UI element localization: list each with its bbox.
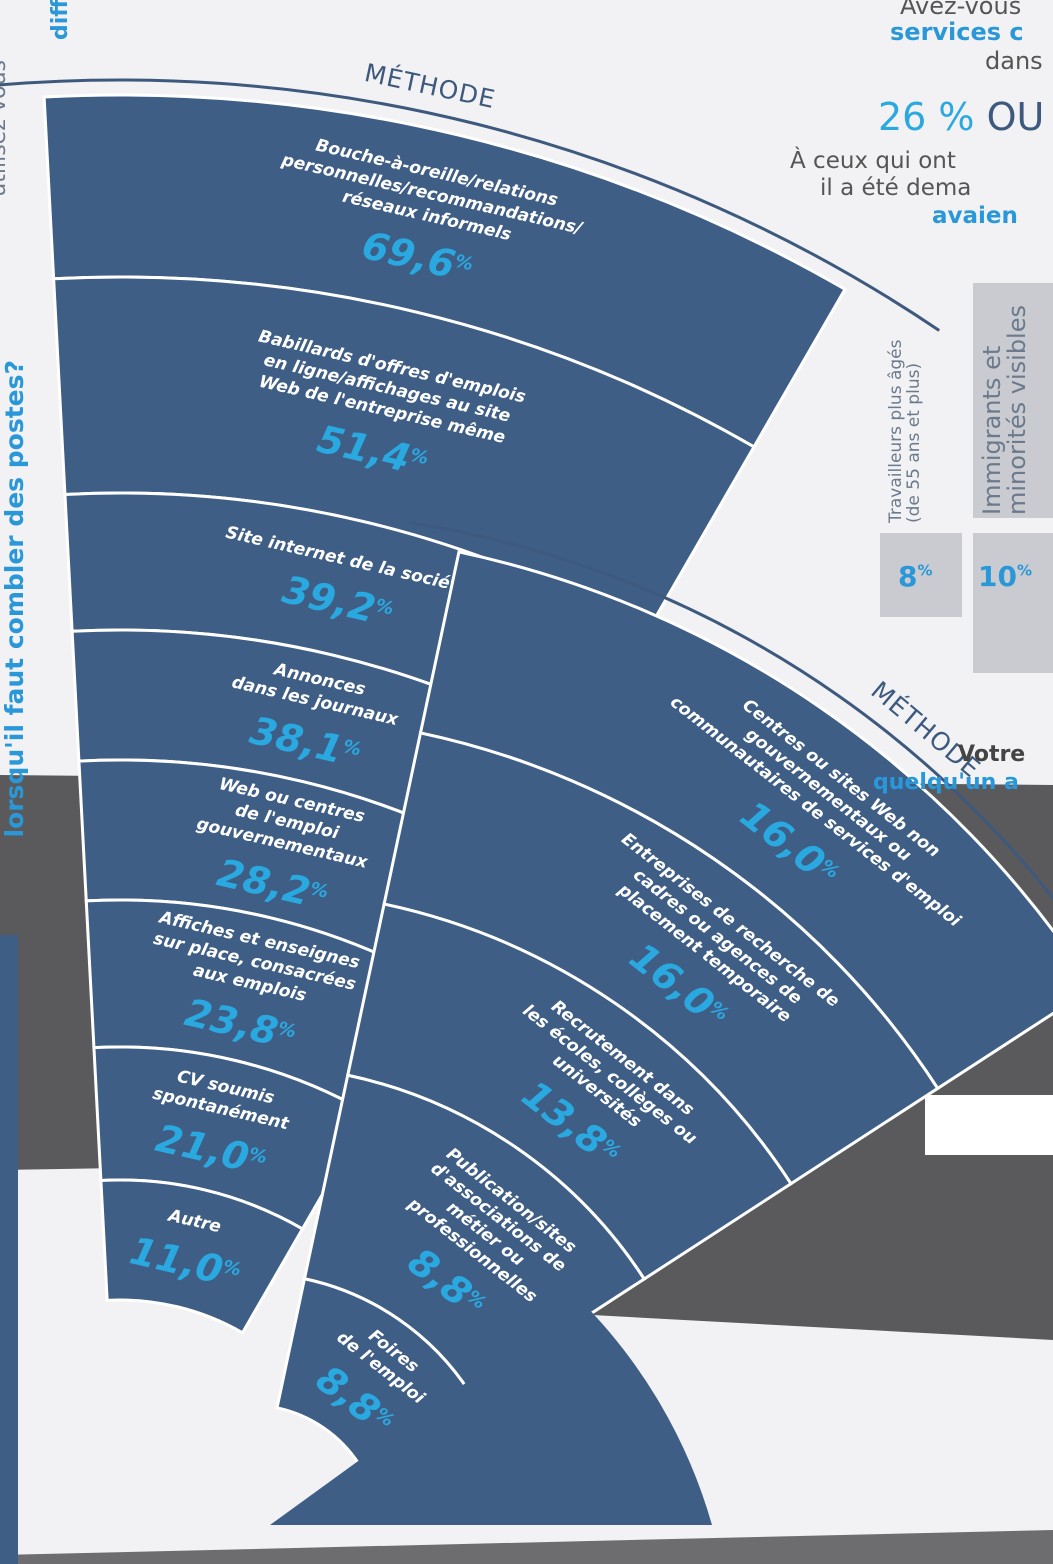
answer-percent: 26 % OU [878, 95, 1044, 139]
bar-label-older-workers: Travailleurs plus âgés (de 55 ans et plus… [886, 339, 924, 524]
question-line2: services c [890, 18, 1024, 46]
followup-line1: À ceux qui ont [790, 148, 956, 174]
answer-number: 26 % [878, 95, 975, 139]
fan1-segment: Bouche-à-oreille/relationspersonnelles/r… [42, 93, 848, 449]
bottom-question-line1: Votre [958, 742, 1026, 767]
followup-line3: avaien [932, 203, 1018, 229]
fan2-outer-arc [410, 521, 1053, 901]
bar-older-workers [880, 533, 962, 617]
fan1-outer-arc [0, 78, 941, 332]
bar-value-immigrants: 10% [978, 560, 1032, 593]
fan-primary: MÉTHODEBouche-à-oreille/relationspersonn… [0, 58, 941, 1335]
white-road-stripe [925, 1095, 1053, 1155]
fan1-title: MÉTHODE [362, 58, 498, 114]
question-line1: Avez-vous [900, 0, 1022, 20]
question-line3: dans [985, 47, 1043, 75]
followup-line2: il a été dema [820, 175, 972, 201]
left-edge-column [0, 935, 18, 1564]
left-question-line2: utilisez-vous [0, 60, 11, 197]
bar-label-bg-immigrants [973, 283, 1053, 518]
bar-value-older-workers: 8% [898, 560, 933, 593]
dark-band-bottom [0, 1530, 1053, 1564]
bottom-quarter-disc [270, 1300, 712, 1525]
bottom-question-line2: quelqu'un a [873, 770, 1019, 795]
left-top-fragment: diff [48, 0, 73, 40]
answer-word: OU [986, 95, 1045, 139]
fan1-segment-shape [99, 1178, 305, 1335]
left-question-line1: lorsqu'il faut combler des postes? [0, 360, 29, 838]
bar-label-immigrants: Immigrants et minorités visibles [978, 305, 1032, 515]
bar-immigrants [973, 533, 1053, 673]
